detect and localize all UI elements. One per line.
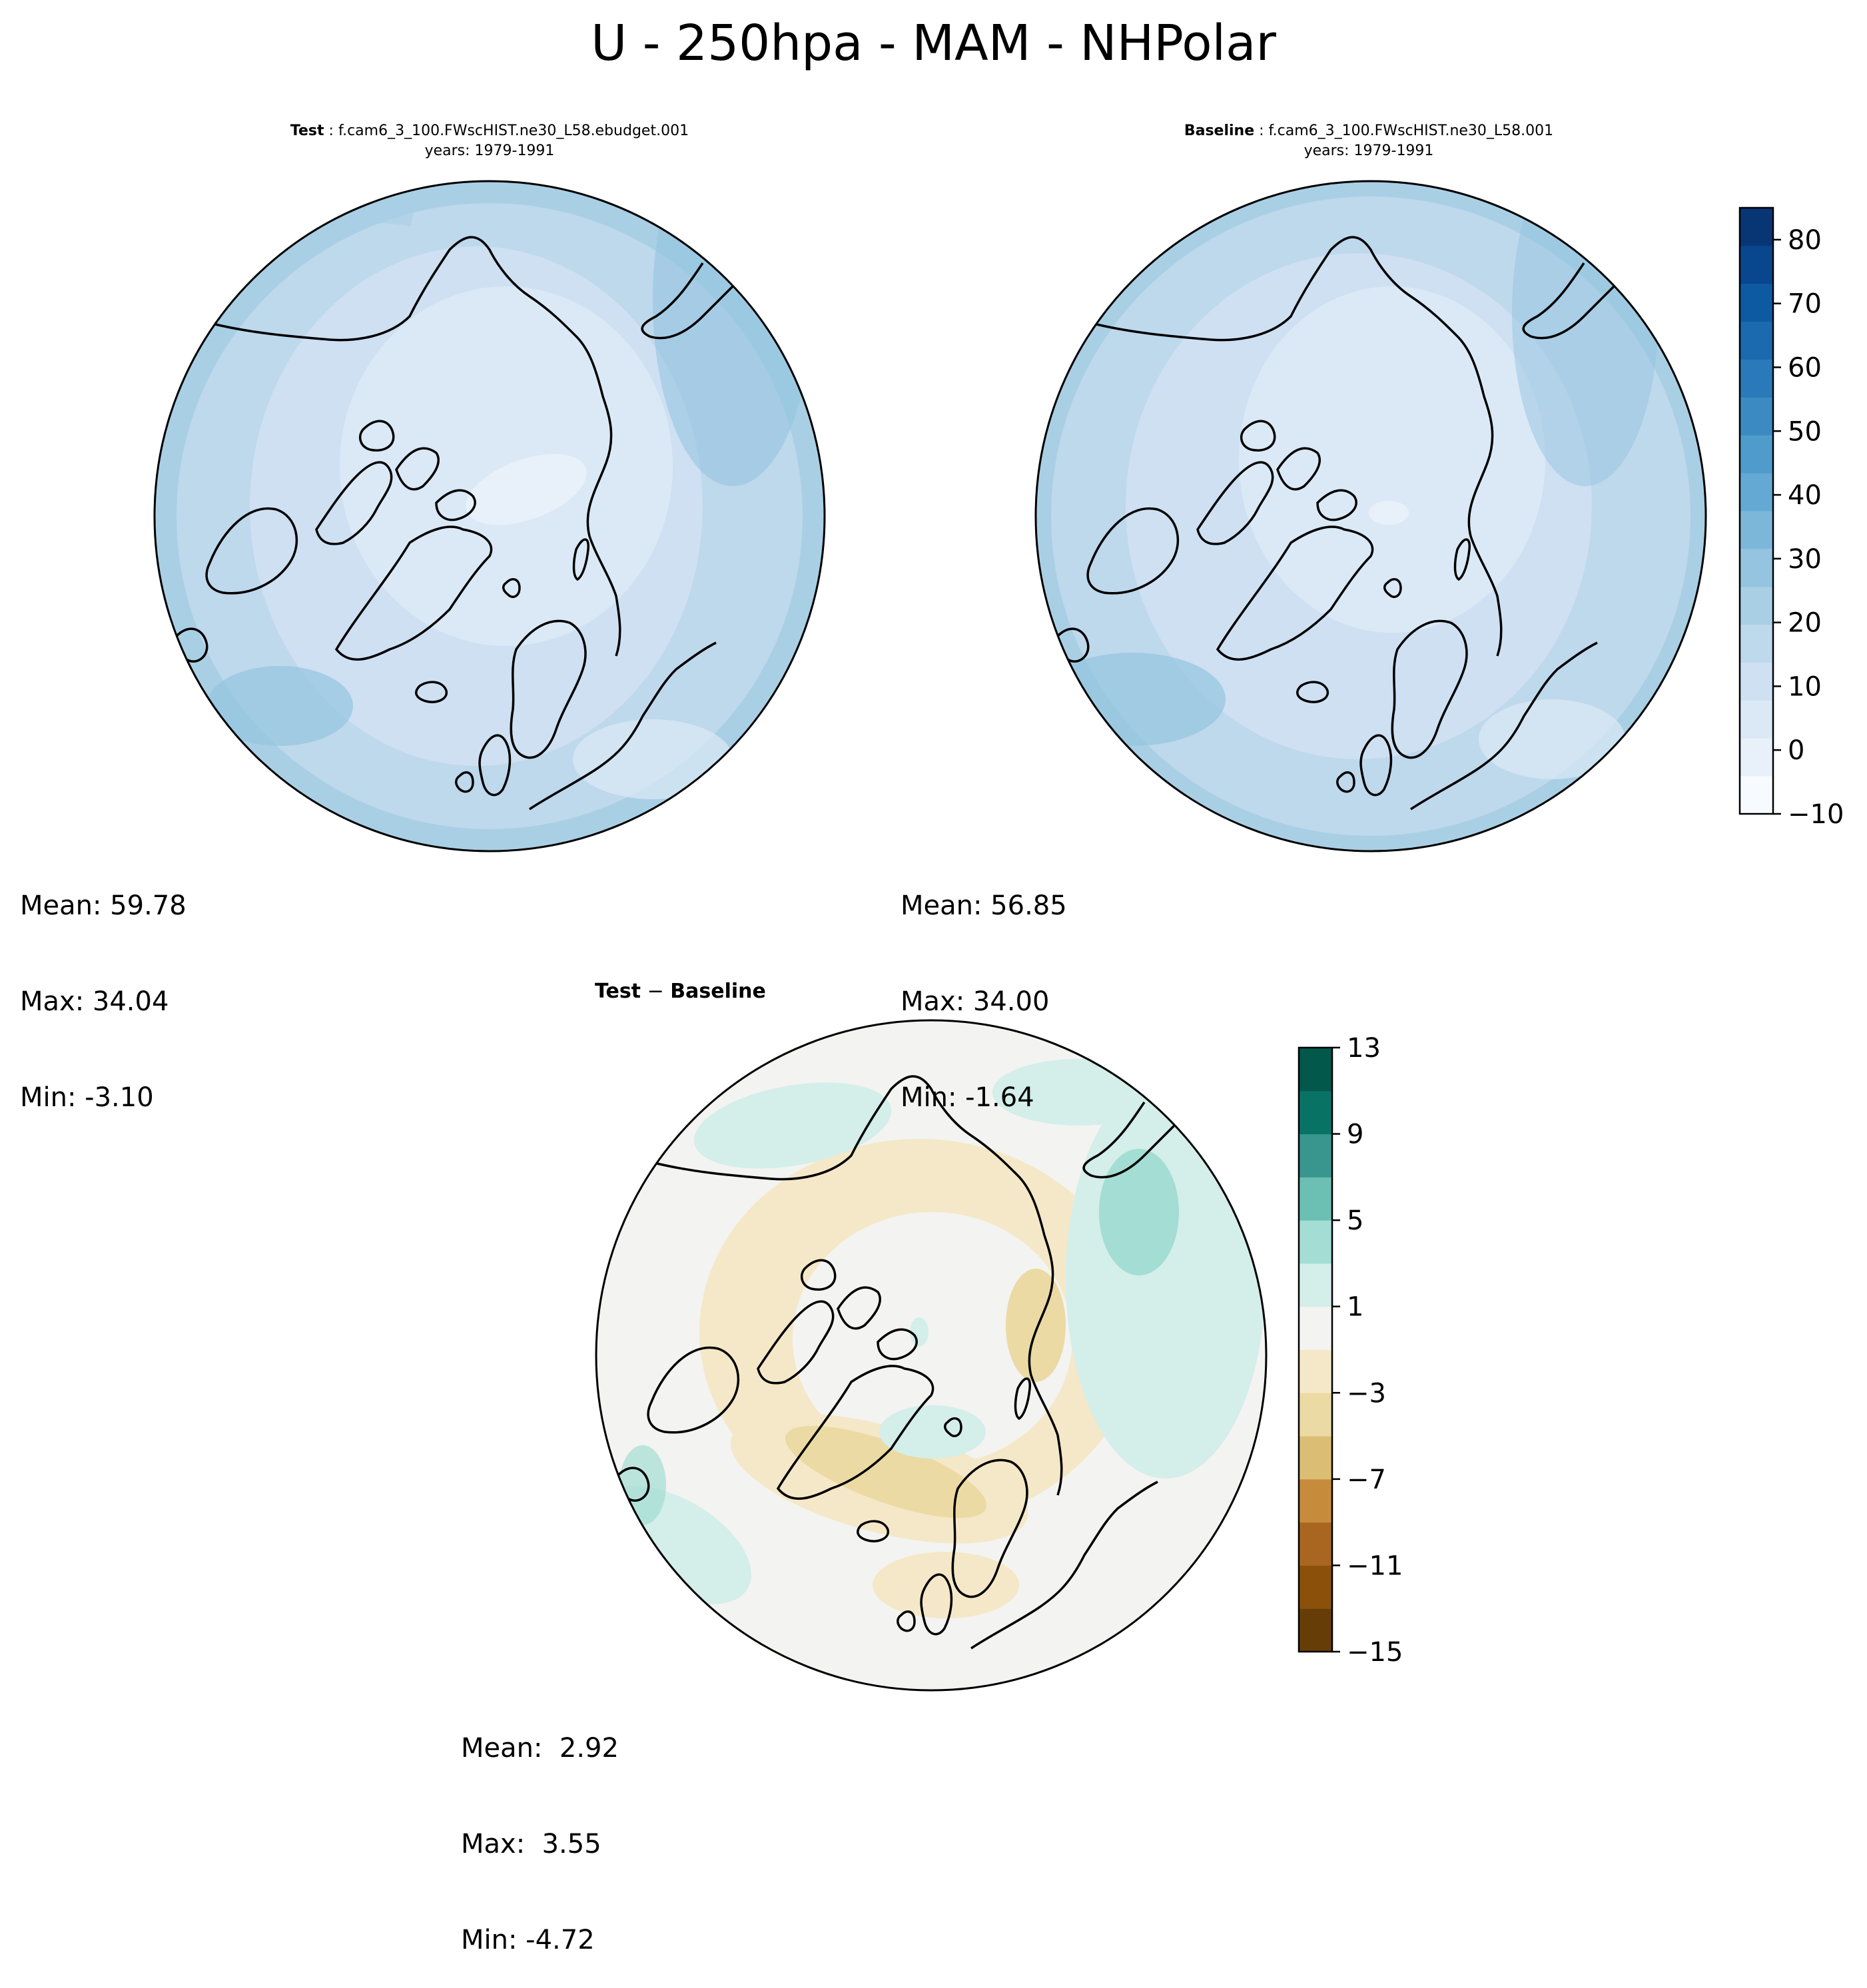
difference-colorbar-swatch [1299, 1177, 1332, 1221]
test-mean: Mean: 59.78 [20, 890, 187, 921]
difference-max: Max: 3.55 [461, 1829, 601, 1859]
field-colorbar-swatch [1740, 700, 1773, 739]
difference-colorbar: 13 9 5 1 −3 −7 −11 −15 [1298, 1033, 1403, 1668]
field-colorbar-tick-label: 10 [1788, 671, 1822, 702]
field-colorbar-tick-label: 50 [1788, 416, 1822, 447]
difference-colorbar-swatch [1299, 1048, 1332, 1092]
figure-title: U - 250hpa - MAM - NHPolar [591, 15, 1276, 72]
difference-colorbar-tick-label: 5 [1347, 1205, 1363, 1236]
difference-colorbar-swatch [1299, 1479, 1332, 1523]
difference-colorbar-swatch [1299, 1522, 1332, 1566]
field-colorbar-tick-label: 0 [1788, 735, 1804, 766]
difference-label-separator: − [641, 980, 671, 1003]
field-colorbar-swatch [1740, 359, 1773, 398]
difference-map [595, 1019, 1268, 1692]
field-colorbar-tick-label: 60 [1788, 352, 1822, 383]
field-colorbar-swatch [1740, 245, 1773, 284]
field-colorbar-swatch [1740, 435, 1773, 474]
test-map-boundary [153, 180, 826, 852]
difference-colorbar-tick-label: −3 [1347, 1378, 1386, 1409]
difference-colorbar-swatch [1299, 1393, 1332, 1437]
difference-min: Min: -4.72 [461, 1925, 595, 1955]
difference-label-test: Test [595, 980, 641, 1003]
baseline-panel-title: Baseline : f.cam6_3_100.FWscHIST.ne30_L5… [1039, 121, 1698, 161]
baseline-case-name: f.cam6_3_100.FWscHIST.ne30_L58.001 [1268, 123, 1554, 139]
baseline-max: Max: 34.00 [901, 986, 1050, 1017]
figure-canvas: 80 70 60 50 40 30 20 10 0 −10 13 9 5 1 −3 −7 −11 −15 [153, 180, 1844, 1692]
test-min: Min: -3.10 [20, 1082, 154, 1113]
baseline-map [1034, 180, 1707, 852]
test-stats: Mean: 59.78 Max: 34.04 Min: -3.10 [20, 826, 187, 1146]
baseline-mean: Mean: 56.85 [901, 890, 1067, 921]
field-colorbar-swatch [1740, 776, 1773, 815]
difference-panel-title: Test − Baseline [595, 982, 766, 1002]
difference-colorbar-swatch [1299, 1608, 1332, 1652]
difference-colorbar-tick-label: −15 [1347, 1637, 1403, 1668]
test-max: Max: 34.04 [20, 986, 169, 1017]
field-colorbar-tick-label: 20 [1788, 608, 1822, 639]
field-colorbar-swatch [1740, 321, 1773, 360]
field-colorbar-swatch [1740, 283, 1773, 322]
field-colorbar-swatch [1740, 397, 1773, 436]
difference-colorbar-swatch [1299, 1263, 1332, 1307]
field-colorbar-swatch [1740, 738, 1773, 777]
field-colorbar-tick-label: 40 [1788, 480, 1822, 511]
field-colorbar-swatch [1740, 548, 1773, 587]
test-map [153, 180, 826, 852]
field-colorbar-swatch [1740, 662, 1773, 701]
field-colorbar: 80 70 60 50 40 30 20 10 0 −10 [1738, 206, 1844, 830]
difference-colorbar-swatch [1299, 1565, 1332, 1609]
field-colorbar-swatch [1740, 473, 1773, 511]
difference-colorbar-swatch [1299, 1134, 1332, 1177]
difference-stats: Mean: 2.92 Max: 3.55 Min: -4.72 [461, 1668, 619, 1988]
test-years: years: 1979-1991 [424, 143, 555, 159]
difference-colorbar-tick-label: −7 [1347, 1465, 1386, 1495]
field-colorbar-swatch [1740, 586, 1773, 625]
difference-colorbar-swatch [1299, 1436, 1332, 1480]
baseline-label: Baseline [1184, 123, 1255, 139]
field-colorbar-swatch [1740, 624, 1773, 663]
baseline-years: years: 1979-1991 [1304, 143, 1434, 159]
test-label: Test [290, 123, 324, 139]
difference-colorbar-frame [1298, 1046, 1333, 1653]
baseline-map-boundary [1034, 180, 1707, 852]
field-colorbar-swatch [1740, 208, 1773, 246]
field-colorbar-swatch [1740, 511, 1773, 549]
difference-colorbar-tick-label: 1 [1347, 1292, 1363, 1323]
difference-colorbar-tick-label: 13 [1347, 1033, 1381, 1064]
field-colorbar-tick-label: 70 [1788, 289, 1822, 320]
test-panel-title: Test : f.cam6_3_100.FWscHIST.ne30_L58.eb… [160, 121, 819, 161]
difference-colorbar-swatch [1299, 1220, 1332, 1264]
difference-colorbar-swatch [1299, 1306, 1332, 1350]
difference-colorbar-tick-label: 9 [1347, 1120, 1363, 1150]
baseline-stats: Mean: 56.85 Max: 34.00 Min: -1.64 [901, 826, 1067, 1146]
baseline-min: Min: -1.64 [901, 1082, 1034, 1113]
test-case-name: f.cam6_3_100.FWscHIST.ne30_L58.ebudget.0… [338, 123, 689, 139]
difference-mean: Mean: 2.92 [461, 1733, 619, 1764]
field-colorbar-frame [1738, 206, 1774, 815]
field-colorbar-tick-label: 80 [1788, 225, 1822, 256]
difference-label-baseline: Baseline [670, 980, 766, 1003]
difference-colorbar-swatch [1299, 1090, 1332, 1135]
field-colorbar-tick-label: 30 [1788, 544, 1822, 575]
difference-map-boundary [595, 1019, 1268, 1692]
difference-colorbar-swatch [1299, 1349, 1332, 1393]
difference-colorbar-tick-label: −11 [1347, 1550, 1403, 1581]
field-colorbar-tick-label: −10 [1788, 799, 1844, 830]
